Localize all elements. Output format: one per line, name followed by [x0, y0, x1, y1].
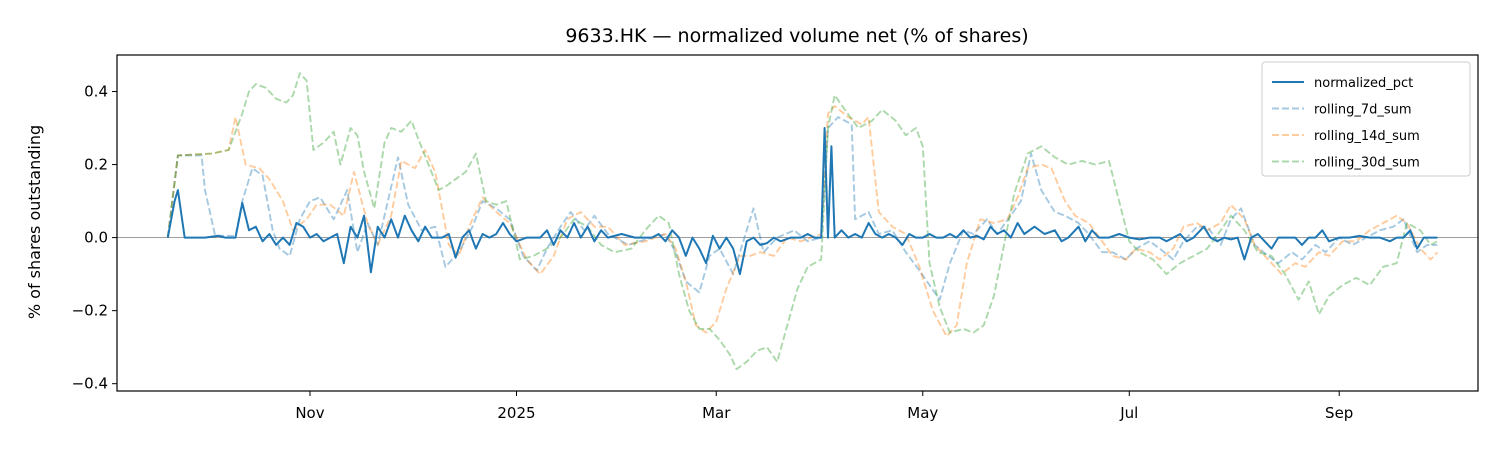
x-tick-label: 2025 [497, 404, 535, 422]
y-tick-label: −0.4 [72, 375, 108, 393]
x-tick-label: Mar [702, 404, 731, 422]
legend-label: rolling_14d_sum [1314, 129, 1420, 144]
y-tick-label: 0.2 [84, 156, 108, 174]
x-tick-label: May [907, 404, 938, 422]
axes: −0.4 −0.2 0.0 0.2 0.4 Nov 2025 Mar May Jul Sep [72, 83, 1354, 422]
legend-label: rolling_7d_sum [1314, 103, 1412, 118]
y-axis-label: % of shares outstanding [25, 125, 44, 319]
legend-label: rolling_30d_sum [1314, 156, 1420, 171]
x-tick-label: Sep [1325, 404, 1353, 422]
y-tick-label: −0.2 [72, 302, 108, 320]
series-line-rolling-14d-sum [166, 105, 1439, 338]
x-tick-label: Nov [295, 404, 324, 422]
y-tick-label: 0.4 [84, 83, 108, 101]
legend-label: normalized_pct [1314, 76, 1413, 91]
y-tick-label: 0.0 [84, 229, 108, 247]
chart-title: 9633.HK — normalized volume net (% of sh… [565, 25, 1028, 47]
x-tick-label: Jul [1119, 404, 1138, 422]
series-line-normalized-pct [166, 127, 1438, 276]
plot-area [117, 72, 1478, 371]
legend: normalized_pct rolling_7d_sum rolling_14d_… [1261, 61, 1471, 177]
plot-frame [116, 54, 1479, 392]
series-line-rolling-30d-sum [166, 72, 1438, 371]
legend-box [1261, 61, 1471, 177]
